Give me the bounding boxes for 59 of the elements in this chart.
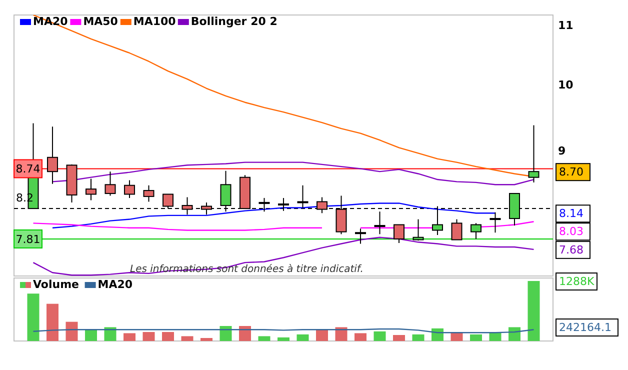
candlestick [86, 178, 96, 201]
bar [124, 333, 136, 341]
y-tick-label: 9 [558, 144, 566, 158]
bar [85, 330, 97, 341]
bar [316, 329, 328, 341]
bar [374, 331, 386, 341]
candlestick [528, 124, 540, 183]
annotation: 8.14 [559, 207, 584, 220]
annotation: 7.68 [559, 243, 584, 256]
bar [432, 328, 444, 341]
y-tick-label: 10 [558, 78, 574, 92]
bar [470, 334, 482, 341]
line-series [52, 202, 496, 228]
bar [489, 332, 502, 341]
legend-label: Volume [33, 278, 79, 291]
legend-label: Bollinger 20 2 [190, 15, 278, 28]
legend-label: MA50 [83, 15, 118, 28]
candlestick [47, 126, 58, 184]
line-series [52, 162, 534, 186]
text: 8.03 [559, 225, 584, 238]
y-tick-label: 11 [558, 19, 574, 32]
bar [162, 332, 174, 341]
bar [508, 327, 520, 341]
bar [142, 332, 155, 341]
bar [46, 304, 58, 341]
bar [220, 326, 232, 341]
annotation: 8.70 [559, 166, 584, 179]
bar [66, 322, 78, 341]
candlestick [374, 211, 386, 235]
candlestick [355, 228, 366, 244]
candlestick [490, 212, 501, 234]
candlestick [451, 218, 462, 240]
bar [354, 333, 366, 341]
bar [27, 294, 40, 341]
bar [296, 334, 309, 341]
bar [239, 326, 251, 341]
bar [335, 327, 348, 341]
text: 242164.1 [559, 321, 612, 334]
bar [393, 335, 405, 341]
candlestick [104, 171, 116, 196]
annotation: 1288K [559, 275, 595, 288]
bar [278, 337, 290, 341]
candlestick [412, 218, 424, 242]
bar [258, 336, 270, 341]
candlestick [470, 222, 482, 240]
bar [104, 327, 116, 341]
bar [200, 338, 212, 341]
candlestick [182, 196, 193, 216]
legend-label: MA20 [98, 278, 133, 291]
bar [528, 281, 540, 341]
ref-line-label: 8.74 [16, 162, 40, 176]
candlestick [394, 224, 404, 244]
legend-label: MA100 [133, 15, 176, 28]
candlestick [124, 180, 135, 198]
bar [181, 336, 194, 341]
ref-line-label: 7.81 [16, 232, 40, 246]
bar [412, 334, 424, 341]
candlestick [143, 184, 154, 202]
bar [450, 332, 463, 341]
